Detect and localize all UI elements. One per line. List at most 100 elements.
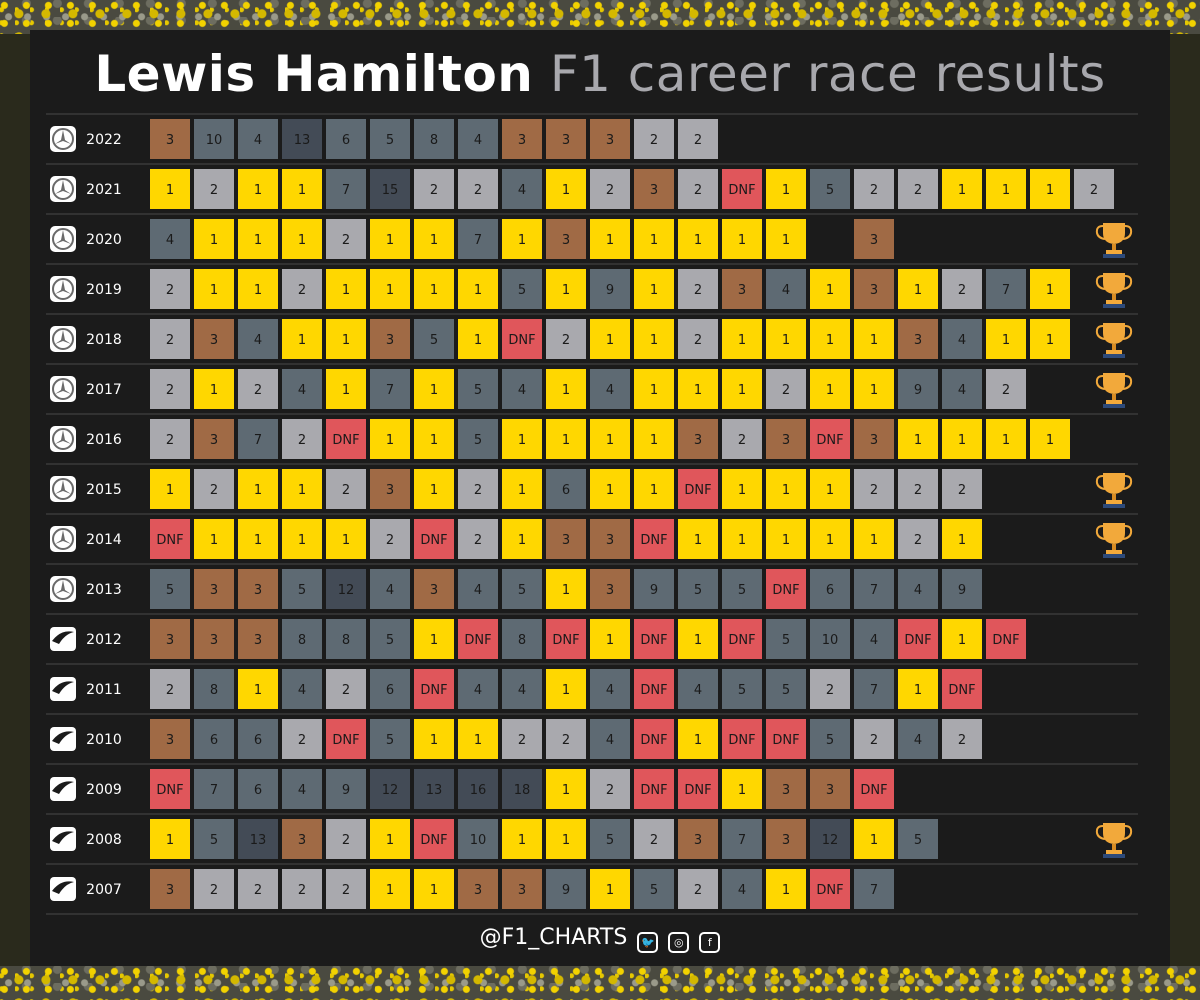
result-label: 4 [474,133,482,148]
result-label: 1 [870,833,878,848]
result-cell [590,769,630,809]
result-label: 7 [870,883,878,898]
result-cell [502,619,542,659]
result-label: 1 [782,883,790,898]
result-cell [546,769,586,809]
result-cell [766,719,806,759]
result-label: 3 [518,883,526,898]
result-cell [150,319,190,359]
result-label: 1 [958,433,966,448]
result-cell [458,369,498,409]
result-label: 2 [562,733,570,748]
result-label: 1 [430,433,438,448]
result-label: 5 [518,583,526,598]
result-label: 2 [430,183,438,198]
result-label: 1 [430,383,438,398]
result-cell [898,569,938,609]
result-cell [326,719,366,759]
mercedes-logo-icon [50,126,76,152]
result-label: 3 [870,233,878,248]
result-label: 1 [826,533,834,548]
result-label: 3 [694,833,702,848]
result-label: 5 [914,833,922,848]
result-label: DNF [332,733,359,748]
result-label: 1 [210,283,218,298]
result-label: 4 [166,233,174,248]
result-cell [238,119,278,159]
result-cell [414,819,454,859]
result-label: 4 [914,733,922,748]
result-label: 2 [166,383,174,398]
result-label: 12 [382,783,399,798]
result-cell [238,369,278,409]
mclaren-logo-icon [50,827,76,851]
result-label: 2 [342,833,350,848]
footer: @F1_CHARTS 🐦 ◎ f [0,924,1200,953]
result-cell [634,369,674,409]
result-cell [458,169,498,209]
result-cell [722,469,762,509]
result-cell [282,219,322,259]
result-cell [414,869,454,909]
result-cell [414,169,454,209]
result-cell [150,269,190,309]
result-label: 2 [166,433,174,448]
result-cell [722,569,762,609]
result-label: 1 [1046,333,1054,348]
result-label: 8 [298,633,306,648]
result-cell [546,219,586,259]
result-cell [502,669,542,709]
result-cell [326,519,366,559]
result-label: 3 [518,133,526,148]
result-label: 1 [826,283,834,298]
result-label: 3 [782,433,790,448]
result-cell [194,219,234,259]
result-label: 4 [518,183,526,198]
result-label: 1 [254,233,262,248]
result-label: 2 [298,883,306,898]
result-cell [678,169,718,209]
result-cell [546,269,586,309]
result-label: 4 [474,583,482,598]
result-cell [238,819,278,859]
result-cell [986,319,1026,359]
twitter-icon[interactable]: 🐦 [637,932,659,953]
result-cell [502,769,542,809]
result-cell [546,169,586,209]
result-cell [370,869,410,909]
facebook-icon[interactable]: f [699,932,721,953]
result-cell [458,769,498,809]
result-cell [282,269,322,309]
result-cell [194,719,234,759]
result-label: 5 [826,733,834,748]
result-label: DNF [772,583,799,598]
result-cell [414,669,454,709]
result-label: DNF [728,633,755,648]
result-label: DNF [728,183,755,198]
mercedes-logo-icon [50,226,76,252]
result-cell [282,669,322,709]
result-cell [194,419,234,459]
result-label: DNF [640,633,667,648]
result-label: DNF [816,433,843,448]
result-label: 1 [342,333,350,348]
result-label: 3 [562,233,570,248]
result-label: 1 [958,533,966,548]
result-label: 4 [254,333,262,348]
instagram-icon[interactable]: ◎ [668,932,690,953]
result-cell [458,619,498,659]
result-label: 3 [694,433,702,448]
result-label: 1 [430,883,438,898]
result-cell [370,819,410,859]
result-cell [194,519,234,559]
result-label: 3 [826,783,834,798]
result-cell [150,669,190,709]
result-cell [722,719,762,759]
result-cell [502,719,542,759]
result-cell [590,869,630,909]
year-label: 2015 [86,482,122,498]
result-label: 2 [650,133,658,148]
result-cell [370,419,410,459]
result-cell [722,669,762,709]
result-cell [502,269,542,309]
